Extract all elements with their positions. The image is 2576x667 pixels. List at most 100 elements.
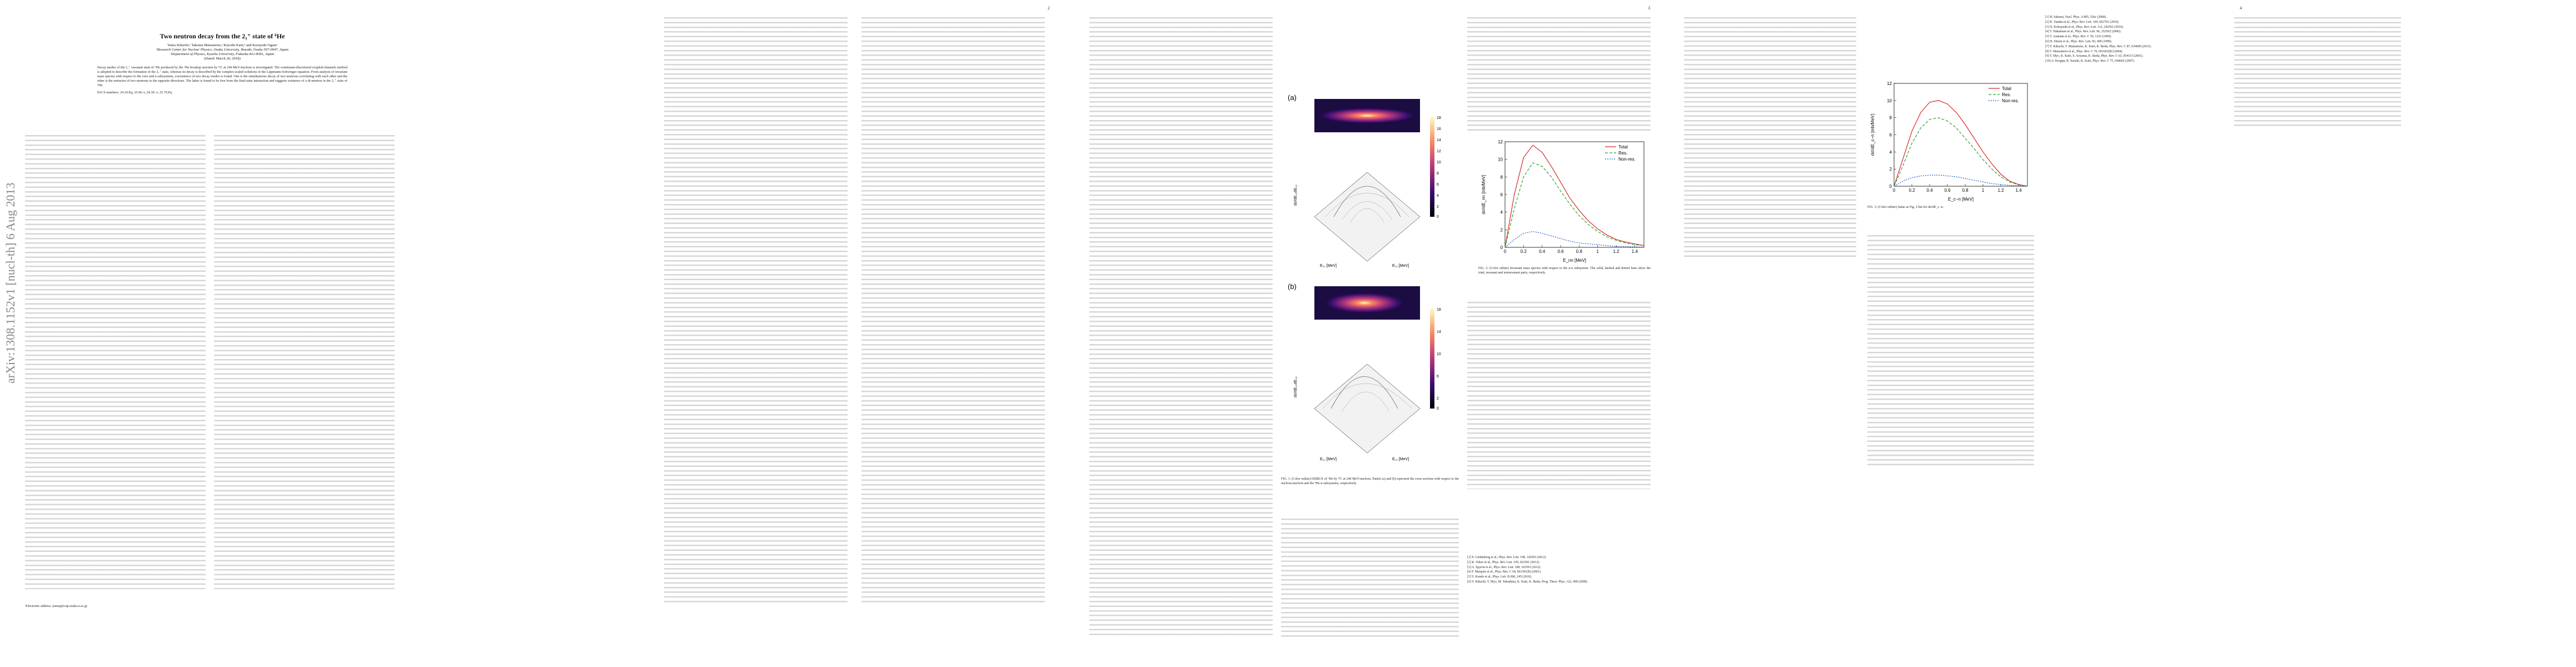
figure-2: 0 0.2 0.4 0.6 0.8 1 1.2 1.4 0 2 4 6 8 10 12 E_nn [MeV] d…: [1478, 136, 1651, 281]
authors: Yuma Kikuchi,¹ Takuma Matsumoto,² Kiyosh…: [167, 43, 278, 47]
body-text-filler: [861, 16, 1045, 605]
figure-2-svg: 0 0.2 0.4 0.6 0.8 1 1.2 1.4 0 2 4 6 8 10 12 E_nn [MeV] d…: [1481, 140, 1645, 263]
body-text-filler: [664, 16, 848, 605]
cbar-tick: 14: [1437, 138, 1441, 142]
cbar-tick: 14: [1437, 330, 1441, 334]
page-2: 2: [664, 0, 1053, 667]
x-tick-label: 0: [1893, 188, 1896, 193]
page3-col-mid-bottom: [1281, 517, 1459, 639]
cbar-tick: 8: [1437, 172, 1439, 176]
page3-col-left-top: [1089, 16, 1273, 638]
y-axis-label: dσ/dE_c−n [mb/MeV]: [1870, 114, 1875, 156]
reference-item: [10] A. Kruppa, R. Suzuki, K. Katō, Phys…: [2045, 59, 2135, 63]
page4-references: [1] H. Sakurai, Nucl. Phys. A 805, 526c …: [2045, 16, 2223, 64]
y-tick-label: 0: [1890, 184, 1892, 189]
page3-col-right-top: [1467, 16, 1651, 132]
x-tick-label: 1.2: [1997, 188, 2004, 193]
page2-col-left: [664, 16, 848, 605]
x-tick-label: 0.6: [1557, 249, 1564, 254]
authors-block: Yuma Kikuchi,¹ Takuma Matsumoto,² Kiyosh…: [83, 43, 361, 61]
y-tick-label: 10: [1498, 157, 1503, 162]
page-1: Two neutron decay from the 2₁⁺ state of …: [22, 0, 634, 667]
x-tick-label: 1.2: [1613, 249, 1620, 254]
figure-1-svg: (a) 18 16 14 12 10 8 6 4 2 0 dσ/dE₁₂dE₁₃…: [1288, 93, 1441, 461]
x-tick-label: 0.8: [1576, 249, 1583, 254]
body-text-filler: [2234, 16, 2401, 127]
y-tick-label: 4: [1890, 150, 1892, 155]
x-tick-label: 0.4: [1926, 188, 1933, 193]
legend-label: Total: [2002, 86, 2011, 91]
figure-3-caption: FIG. 3: (Color online) Same as Fig. 2 bu…: [1867, 206, 1944, 209]
x-tick-label: 0: [1504, 249, 1507, 254]
x-axis-label: E_nn [MeV]: [1563, 258, 1586, 263]
page4-col-left: [1684, 16, 1856, 260]
page-number: 4: [2240, 6, 2242, 11]
reference-item: [7] Y. Kikuchi, T. Matsumoto, K. Katō, K…: [2045, 44, 2152, 48]
cbar-tick: 2: [1437, 205, 1439, 209]
y-tick-label: 12: [1498, 140, 1503, 145]
cbar-tick: 12: [1437, 150, 1441, 153]
x-tick-label: 1.4: [2015, 188, 2022, 193]
page1-col-right: [214, 133, 395, 589]
y-tick-label: 10: [1887, 98, 1892, 103]
legend-label: Total: [1618, 145, 1628, 150]
page4-col-mid: [1867, 233, 2034, 467]
panel-b-xlabel: E₁₂ [MeV]: [1320, 457, 1337, 461]
panel-b-surface: [1314, 364, 1421, 454]
y-tick-label: 8: [1890, 116, 1892, 121]
panel-b-colorbar: [1430, 308, 1434, 409]
figure-3: 0 0.2 0.4 0.6 0.8 1 1.2 1.4 0 2 4 6 8 10 12 E_c−n [MeV]…: [1867, 78, 2034, 217]
affiliation-1: ¹Research Center for Nuclear Physics, Os…: [156, 48, 288, 52]
x-tick-label: 0.8: [1962, 188, 1969, 193]
series-line-nonres: [1504, 231, 1645, 248]
body-text-filler: [1467, 300, 1651, 489]
reference-item: [3] N. Kobayashi et al., Phys. Rev. Lett…: [2045, 25, 2124, 29]
reference-item: [2] K. Tshoo et al., Phys. Rev. Lett. 10…: [1467, 560, 1540, 564]
series-line-total: [1894, 100, 2028, 187]
y-tick-label: 6: [1501, 192, 1503, 197]
series-line-nonres: [1894, 175, 2028, 187]
series-line-res: [1894, 117, 2028, 187]
panel-a-surface-mesh: [1325, 193, 1409, 223]
x-tick-label: 1: [1982, 188, 1985, 193]
legend-label: Res.: [2002, 92, 2011, 97]
page2-col-right: [861, 16, 1045, 605]
cbar-tick: 6: [1437, 183, 1439, 187]
paper-title: Two neutron decay from the 2₁⁺ state of …: [160, 32, 285, 40]
panel-b-colorbar-ticks: 18 14 10 6 2 0: [1437, 308, 1441, 411]
reference-item: [6] H. Simon et al., Phys. Rev. Lett. 83…: [2045, 39, 2112, 43]
page-3: 3 (a: [1089, 0, 1656, 667]
cbar-tick: 0: [1437, 407, 1439, 411]
panel-a-xlabel: E₁₂ [MeV]: [1320, 264, 1337, 268]
x-tick-label: 0.2: [1521, 249, 1527, 254]
page3-references: [1] E. Lindenberg et al., Phys. Rev. Let…: [1467, 556, 1651, 585]
cbar-tick: 6: [1437, 375, 1439, 379]
body-text-filler: [1467, 16, 1651, 132]
cbar-tick: 4: [1437, 194, 1439, 198]
page4-col-right-filler: [2234, 16, 2401, 127]
figure-2-caption: FIG. 2: (Color online) Invariant mass sp…: [1478, 267, 1651, 275]
y-tick-label: 6: [1890, 133, 1892, 138]
reference-item: [4] F. Marqués et al., Phys. Rev. C 64, …: [1467, 570, 1542, 574]
affiliation-2: ²Department of Physics, Kyushu Universit…: [170, 52, 275, 56]
dated: (Dated: March 20, 2018): [204, 57, 241, 61]
arxiv-stamp-text: arXiv:1308.1152v1 [nucl-th] 6 Aug 2013: [3, 182, 17, 384]
panel-b-label: (b): [1288, 282, 1297, 291]
body-text-filler: [25, 133, 206, 589]
page3-col-right-bottom: [1467, 300, 1651, 489]
pacs: PACS numbers: 24.10.Eq, 25.60.-t, 24.30.…: [97, 91, 172, 94]
x-tick-label: 0.2: [1909, 188, 1915, 193]
body-text-filler: [214, 133, 395, 589]
y-tick-label: 12: [1887, 81, 1892, 86]
x-tick-label: 1.4: [1632, 249, 1638, 254]
figure-1-caption: FIG. 1: (Color online) DDBUX of ⁶He by ¹…: [1281, 477, 1459, 485]
legend-label: Non-res.: [2002, 98, 2019, 103]
panel-b-surface-mesh: [1322, 383, 1412, 412]
body-text-filler: [1281, 517, 1459, 639]
page-number: 3: [1648, 6, 1650, 11]
cbar-tick: 18: [1437, 308, 1441, 312]
reference-item: [5] T. Aumann et al., Phys. Rev. C 59, 1…: [2045, 35, 2112, 39]
cbar-tick: 0: [1437, 215, 1439, 219]
cbar-tick: 16: [1437, 127, 1441, 131]
reference-item: [6] Y. Kikuchi, T. Myo, M. Takashina, K.…: [1467, 580, 1588, 584]
